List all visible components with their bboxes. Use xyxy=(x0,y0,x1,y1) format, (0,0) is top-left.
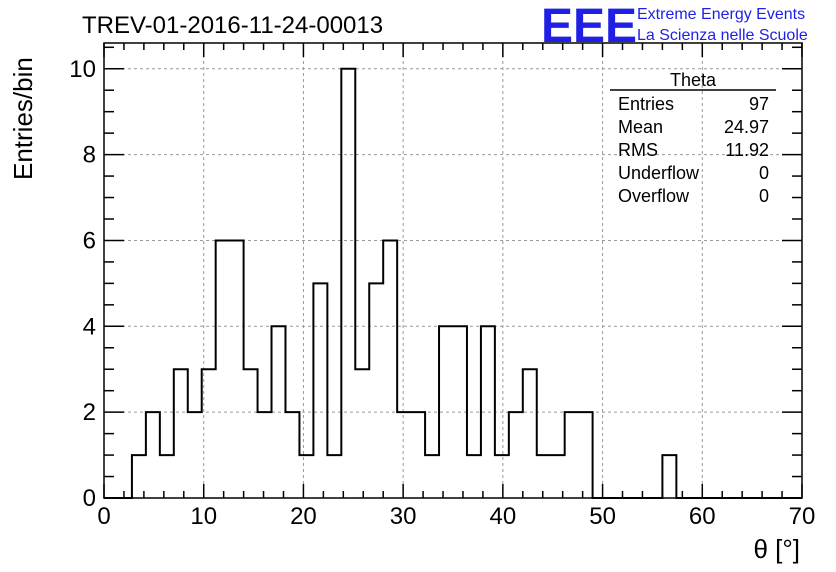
stats-row-label: Entries xyxy=(618,94,674,114)
stats-row-label: RMS xyxy=(618,140,658,160)
y-tick-label: 0 xyxy=(83,485,96,512)
x-tick-label: 10 xyxy=(190,503,217,530)
plot-frame xyxy=(103,42,803,499)
x-tick-labels: 0 10 20 30 40 50 60 70 xyxy=(97,503,815,530)
stats-box: Theta Entries 97 Mean 24.97 RMS 11.92 Underflo… xyxy=(610,70,776,206)
y-tick-label: 2 xyxy=(83,399,96,426)
stats-row-value: 0 xyxy=(759,186,769,206)
histogram-line xyxy=(104,67,802,499)
axis-ticks xyxy=(103,43,803,499)
x-tick-label: 50 xyxy=(589,503,616,530)
x-axis-title: θ [°] xyxy=(753,534,800,564)
x-tick-label: 20 xyxy=(290,503,317,530)
logo-line-1: Extreme Energy Events xyxy=(637,6,805,23)
stats-row-value: 0 xyxy=(759,163,769,183)
y-axis-title: Entries/bin xyxy=(8,57,38,180)
stats-row-value: 11.92 xyxy=(725,140,769,160)
y-tick-labels: 0 2 4 6 8 10 xyxy=(69,56,96,512)
x-tick-label: 0 xyxy=(97,503,110,530)
stats-box-rows: Entries 97 Mean 24.97 RMS 11.92 Underflow 0 Over… xyxy=(618,94,769,206)
y-tick-label: 8 xyxy=(83,142,96,169)
stats-box-title: Theta xyxy=(670,70,717,90)
logo: EEE Extreme Energy Events La Scienza nel… xyxy=(541,0,808,53)
x-tick-label: 60 xyxy=(689,503,716,530)
stats-row-label: Overflow xyxy=(618,186,690,206)
grid-lines xyxy=(104,43,802,498)
stats-row-value: 24.97 xyxy=(724,117,769,137)
stats-row-label: Mean xyxy=(618,117,663,137)
x-tick-label: 40 xyxy=(490,503,517,530)
stats-row-label: Underflow xyxy=(618,163,700,183)
x-tick-label: 70 xyxy=(789,503,816,530)
stats-row-value: 97 xyxy=(749,94,769,114)
logo-line-2: La Scienza nelle Scuole xyxy=(637,27,808,44)
y-tick-label: 10 xyxy=(69,56,96,83)
chart-title: TREV-01-2016-11-24-00013 xyxy=(82,12,383,39)
y-tick-label: 4 xyxy=(83,313,96,340)
x-tick-label: 30 xyxy=(390,503,417,530)
logo-mark: EEE xyxy=(541,0,637,53)
y-tick-label: 6 xyxy=(83,227,96,254)
